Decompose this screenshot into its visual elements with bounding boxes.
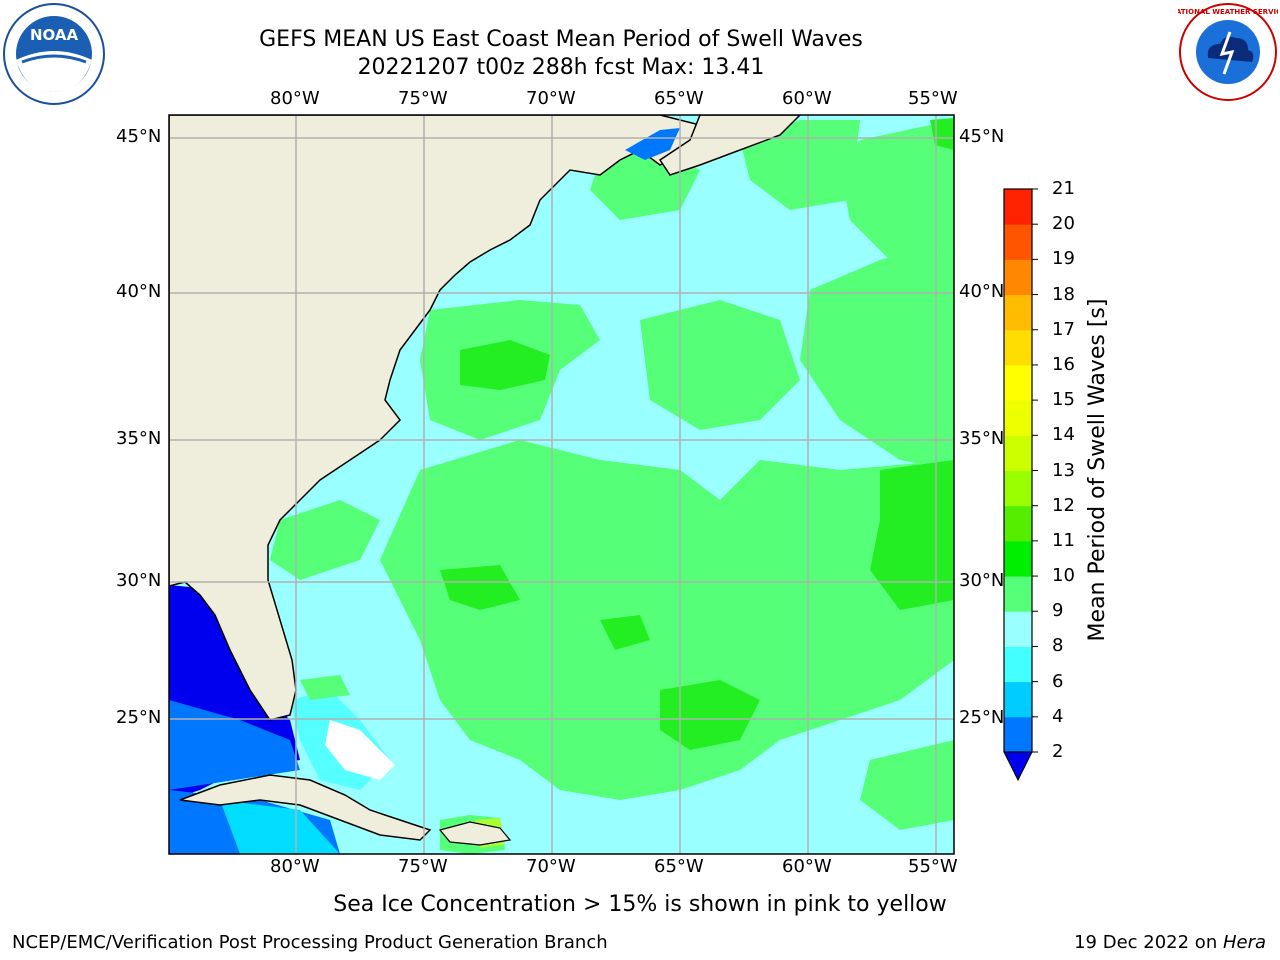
colorbar-segment	[1004, 681, 1032, 718]
sea-ice-note-text: Sea Ice Concentration > 15% is shown in …	[333, 892, 947, 917]
colorbar-tick-label: 14	[1052, 424, 1075, 446]
colorbar-tick-label: 21	[1052, 178, 1075, 199]
colorbar-tick-label: 15	[1052, 389, 1075, 411]
colorbar-segment	[1004, 294, 1032, 331]
lat-label-right-35n: 35°N	[959, 428, 1005, 449]
colorbar-tick-label: 9	[1052, 600, 1064, 622]
lon-label-bottom-70w: 70°W	[526, 856, 576, 877]
lat-label-right-45n: 45°N	[959, 126, 1005, 147]
svg-text:NOAA: NOAA	[30, 26, 79, 44]
lon-label-top-60w: 60°W	[782, 88, 832, 109]
colorbar-tick-label: 4	[1052, 705, 1064, 727]
colorbar-tick-label: 13	[1052, 459, 1075, 481]
colorbar-min-extension	[1003, 751, 1033, 782]
svg-text:NATIONAL WEATHER SERVICE: NATIONAL WEATHER SERVICE	[1178, 8, 1278, 16]
lat-label-left-40n: 40°N	[116, 281, 162, 302]
colorbar-segment	[1004, 329, 1032, 366]
map-plot-area	[169, 115, 954, 854]
colorbar-segment	[1004, 646, 1032, 683]
colorbar-segment	[1004, 576, 1032, 612]
swell-band-9-10	[270, 120, 954, 830]
lon-label-bottom-60w: 60°W	[782, 856, 832, 877]
colorbar-segment	[1004, 716, 1032, 753]
lat-label-right-25n: 25°N	[959, 707, 1005, 728]
colorbar-segment	[1004, 505, 1032, 542]
nws-logo: NATIONAL WEATHER SERVICE	[1178, 3, 1278, 101]
colorbar-tick-label: 10	[1052, 565, 1075, 587]
lat-label-left-35n: 35°N	[116, 428, 162, 449]
colorbar-segment	[1004, 224, 1032, 260]
lat-label-right-30n: 30°N	[959, 570, 1005, 591]
colorbar-segment	[1004, 435, 1032, 471]
colorbar-segment	[1004, 540, 1032, 577]
render-date: 19 Dec 2022 on Hera	[1074, 932, 1266, 954]
colorbar-segment	[1004, 470, 1032, 507]
colorbar-segment	[1004, 189, 1032, 225]
map-frame	[168, 114, 955, 855]
colorbar-tick-label: 2	[1052, 741, 1064, 762]
render-date-prefix: 19 Dec 2022 on	[1074, 932, 1223, 953]
noaa-logo: NOAA	[3, 3, 105, 105]
lon-label-top-80w: 80°W	[270, 88, 320, 109]
lon-label-bottom-75w: 75°W	[398, 856, 448, 877]
render-host: Hera	[1222, 932, 1266, 953]
lon-label-top-75w: 75°W	[398, 88, 448, 109]
colorbar-tick-label: 18	[1052, 283, 1075, 305]
chart-subtitle: 20221207 t00z 288h fcst Max: 13.41	[357, 55, 765, 80]
colorbar	[1003, 188, 1038, 782]
colorbar-tick-label: 17	[1052, 318, 1075, 340]
chart-title: GEFS MEAN US East Coast Mean Period of S…	[259, 27, 863, 52]
lon-label-top-65w: 65°W	[654, 88, 704, 109]
lon-label-top-70w: 70°W	[526, 88, 576, 109]
colorbar-segment	[1004, 364, 1032, 401]
colorbar-tick-label: 19	[1052, 248, 1075, 270]
map-grid	[169, 115, 954, 854]
colorbar-tick-label: 20	[1052, 213, 1075, 235]
colorbar-tick-label: 8	[1052, 635, 1064, 657]
land-hispaniola	[438, 821, 512, 846]
land-north-america	[169, 115, 702, 721]
bay-of-fundy	[625, 128, 680, 160]
sea-ice-note: Sea Ice Concentration > 15% is shown in …	[0, 892, 1280, 918]
swell-band-10-11	[440, 118, 954, 750]
colorbar-tick-label: 12	[1052, 494, 1075, 516]
land-cuba	[179, 774, 432, 841]
lat-label-right-40n: 40°N	[959, 281, 1005, 302]
colorbar-tick-label: 11	[1052, 529, 1075, 551]
colorbar-tick-label: 16	[1052, 353, 1075, 375]
lat-label-left-45n: 45°N	[116, 126, 162, 147]
colorbar-label: Mean Period of Swell Waves [s]	[1085, 298, 1110, 642]
colorbar-segment	[1004, 259, 1032, 296]
lon-label-bottom-80w: 80°W	[270, 856, 320, 877]
branch-credit: NCEP/EMC/Verification Post Processing Pr…	[12, 932, 608, 953]
lon-label-top-55w: 55°W	[908, 88, 958, 109]
colorbar-tick-label: 6	[1052, 670, 1064, 692]
lat-label-left-25n: 25°N	[116, 707, 162, 728]
lon-label-bottom-65w: 65°W	[654, 856, 704, 877]
colorbar-segment	[1004, 611, 1032, 647]
colorbar-segment	[1004, 400, 1032, 436]
lon-label-bottom-55w: 55°W	[908, 856, 958, 877]
lat-label-left-30n: 30°N	[116, 570, 162, 591]
